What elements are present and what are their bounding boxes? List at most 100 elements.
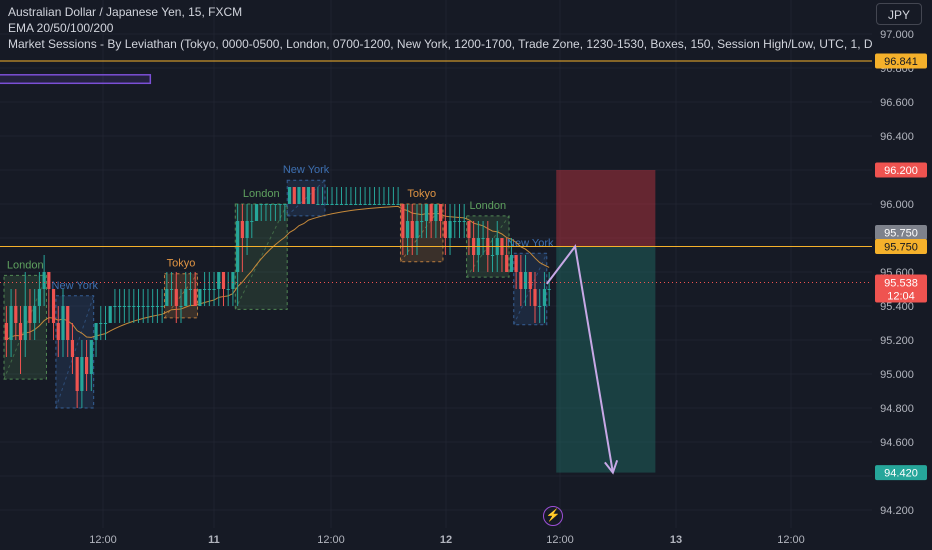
candle-body[interactable] (47, 272, 51, 289)
candle-body[interactable] (467, 221, 471, 238)
candle-body[interactable] (547, 289, 551, 290)
candle-body[interactable] (358, 204, 362, 205)
candle-body[interactable] (424, 204, 429, 221)
candle-body[interactable] (368, 204, 372, 205)
candle-body[interactable] (160, 306, 164, 307)
candle-body[interactable] (28, 306, 32, 323)
candle-body[interactable] (14, 306, 18, 323)
candle-body[interactable] (108, 306, 112, 323)
candle-body[interactable] (439, 204, 443, 221)
candle-body[interactable] (207, 289, 211, 290)
candle-body[interactable] (203, 289, 207, 290)
candle-body[interactable] (523, 272, 528, 289)
candle-body[interactable] (184, 289, 188, 306)
candle-body[interactable] (420, 221, 424, 222)
candle-body[interactable] (66, 306, 70, 340)
candle-body[interactable] (462, 221, 466, 222)
candle-body[interactable] (405, 221, 410, 238)
candle-body[interactable] (481, 238, 485, 239)
candle-body[interactable] (127, 306, 131, 307)
candle-body[interactable] (18, 323, 23, 340)
candle-body[interactable] (410, 221, 414, 238)
candle-body[interactable] (42, 272, 46, 289)
candle-body[interactable] (330, 204, 334, 205)
candle-body[interactable] (85, 357, 89, 374)
currency-button[interactable]: JPY (876, 3, 922, 25)
candle-body[interactable] (273, 204, 277, 205)
candle-body[interactable] (363, 204, 367, 205)
candle-body[interactable] (519, 272, 523, 289)
candle-body[interactable] (33, 306, 37, 323)
candle-body[interactable] (401, 204, 405, 238)
highlight-rectangle[interactable] (0, 74, 152, 85)
candle-body[interactable] (37, 289, 41, 306)
candle-body[interactable] (221, 272, 226, 289)
candle-body[interactable] (103, 323, 108, 324)
candle-body[interactable] (542, 289, 547, 306)
candle-body[interactable] (165, 289, 169, 306)
candle-body[interactable] (387, 204, 391, 205)
take-profit-zone[interactable] (556, 246, 656, 473)
time-axis[interactable] (0, 528, 932, 550)
candle-body[interactable] (212, 289, 216, 290)
candle-body[interactable] (99, 323, 103, 324)
candle-body[interactable] (344, 204, 348, 205)
candle-body[interactable] (240, 221, 244, 238)
candle-body[interactable] (509, 255, 513, 272)
candle-body[interactable] (132, 306, 136, 307)
candle-body[interactable] (434, 204, 438, 221)
candle-body[interactable] (349, 204, 353, 205)
candle-body[interactable] (505, 255, 509, 272)
candle-body[interactable] (188, 289, 193, 290)
candle-body[interactable] (533, 289, 537, 306)
candle-body[interactable] (354, 204, 358, 205)
candle-body[interactable] (179, 306, 183, 307)
candle-body[interactable] (325, 204, 329, 205)
candle-body[interactable] (321, 204, 325, 205)
candle-body[interactable] (287, 187, 292, 204)
candle-body[interactable] (429, 204, 433, 221)
candle-body[interactable] (4, 323, 8, 340)
candle-body[interactable] (226, 289, 230, 290)
candle-body[interactable] (231, 272, 235, 289)
candle-body[interactable] (75, 357, 79, 391)
candle-body[interactable] (377, 204, 381, 205)
candle-body[interactable] (94, 323, 98, 340)
candle-body[interactable] (23, 306, 27, 340)
candle-body[interactable] (136, 306, 141, 307)
candle-body[interactable] (141, 306, 145, 307)
candle-body[interactable] (335, 204, 339, 205)
candle-body[interactable] (339, 204, 344, 205)
candle-body[interactable] (198, 289, 202, 306)
candle-body[interactable] (56, 323, 60, 340)
candle-body[interactable] (453, 221, 457, 222)
candle-body[interactable] (245, 221, 249, 238)
candle-body[interactable] (122, 306, 126, 307)
candle-body[interactable] (278, 204, 282, 205)
candle-body[interactable] (316, 204, 320, 205)
candle-body[interactable] (415, 221, 419, 238)
candle-body[interactable] (264, 204, 268, 205)
candle-body[interactable] (443, 221, 447, 238)
candle-body[interactable] (80, 357, 84, 391)
projection-arrow[interactable] (546, 244, 614, 473)
candle-body[interactable] (292, 187, 296, 204)
candle-body[interactable] (146, 306, 150, 307)
candle-body[interactable] (259, 204, 263, 205)
candle-body[interactable] (169, 289, 174, 290)
candle-body[interactable] (9, 306, 13, 340)
candle-body[interactable] (311, 187, 315, 204)
candle-body[interactable] (297, 187, 301, 204)
candle-body[interactable] (283, 204, 287, 205)
candle-body[interactable] (306, 187, 311, 204)
candle-body[interactable] (514, 255, 518, 272)
candle-body[interactable] (89, 340, 93, 374)
candle-body[interactable] (382, 204, 386, 205)
candle-body[interactable] (118, 306, 122, 307)
stop-loss-zone[interactable] (556, 170, 656, 247)
candle-body[interactable] (113, 306, 117, 307)
candle-body[interactable] (250, 221, 254, 222)
candle-body[interactable] (174, 289, 178, 306)
candle-body[interactable] (528, 272, 532, 289)
